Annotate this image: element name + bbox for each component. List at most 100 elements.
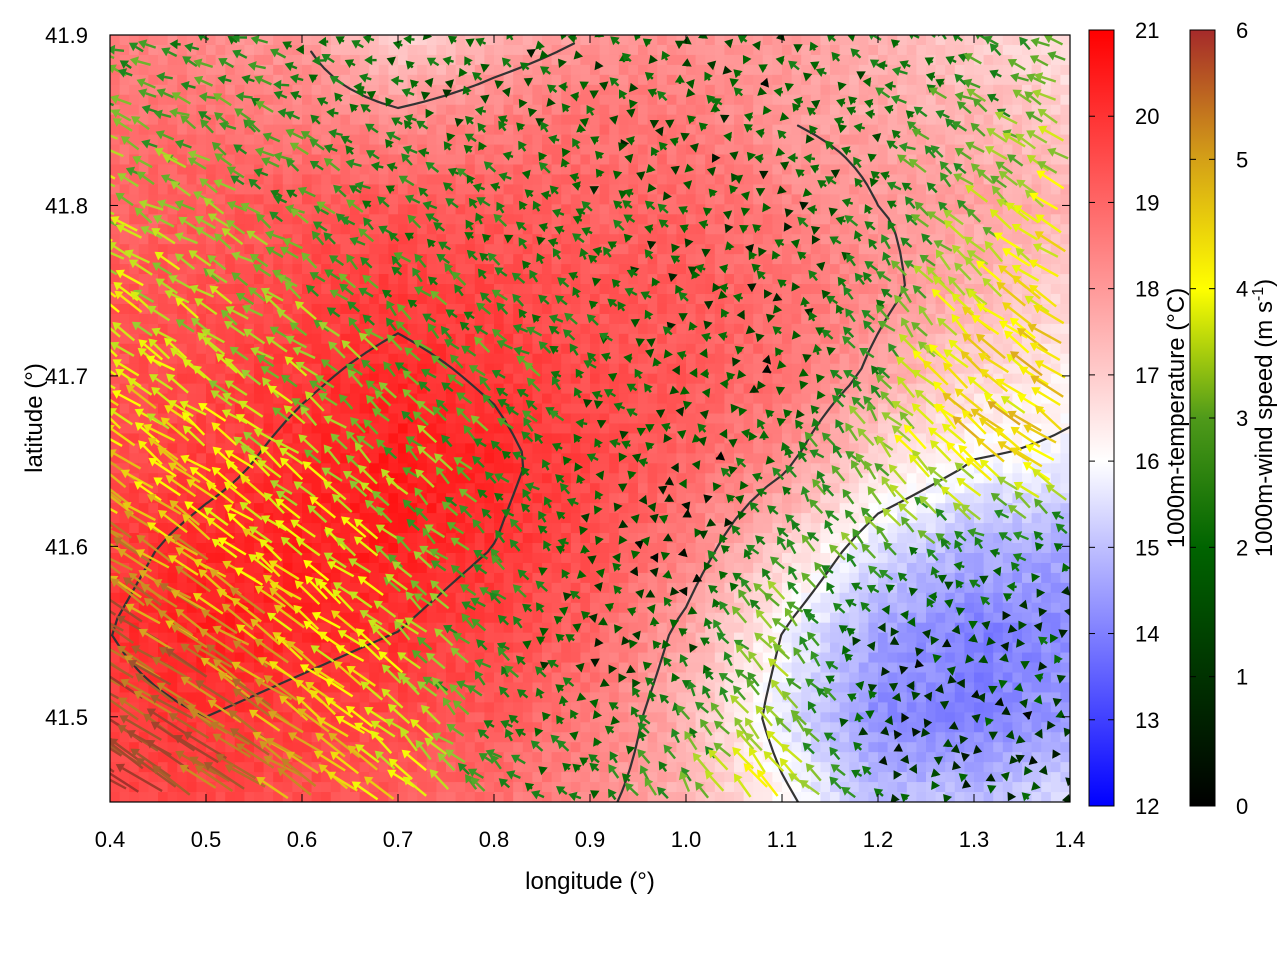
heatmap-cell [542, 264, 553, 275]
heatmap-cell [734, 194, 745, 205]
heatmap-cell [676, 473, 687, 484]
heatmap-cell [465, 184, 476, 195]
heatmap-cell [254, 194, 265, 205]
heatmap-cell [551, 114, 562, 126]
heatmap-cell [551, 433, 562, 444]
heatmap-cell [378, 473, 389, 484]
heatmap-cell [1022, 234, 1033, 245]
heatmap-cell [522, 104, 533, 116]
heatmap-cell [330, 274, 341, 285]
heatmap-cell [436, 523, 447, 534]
heatmap-cell [465, 74, 476, 86]
heatmap-cell [148, 443, 159, 454]
heatmap-cell [177, 174, 188, 186]
heatmap-cell [484, 144, 495, 156]
heatmap-cell [186, 84, 197, 96]
heatmap-cell [676, 493, 687, 504]
heatmap-cell [753, 35, 764, 46]
heatmap-cell [935, 353, 946, 365]
heatmap-cell [753, 313, 764, 325]
heatmap-cell [359, 234, 370, 245]
heatmap-cell [772, 104, 783, 116]
heatmap-cell [378, 274, 389, 285]
heatmap-cell [302, 303, 313, 315]
heatmap-cell [388, 164, 399, 176]
heatmap-cell [782, 323, 793, 335]
heatmap-cell [906, 174, 917, 186]
heatmap-cell [494, 124, 505, 136]
heatmap-cell [993, 303, 1004, 315]
heatmap-cell [666, 214, 677, 225]
heatmap-cell [762, 254, 773, 265]
heatmap-cell [196, 323, 207, 335]
heatmap-cell [820, 373, 831, 385]
heatmap-cell [666, 423, 677, 435]
heatmap-cell [849, 343, 860, 355]
heatmap-cell [753, 443, 764, 454]
heatmap-cell [724, 124, 735, 136]
heatmap-cell [762, 94, 773, 106]
heatmap-cell [897, 214, 908, 225]
heatmap-cell [302, 483, 313, 494]
heatmap-cell [1012, 104, 1023, 116]
heatmap-cell [906, 493, 917, 504]
heatmap-cell [609, 44, 620, 56]
heatmap-cell [858, 303, 869, 315]
heatmap-cell [657, 214, 668, 225]
heatmap-cell [302, 194, 313, 205]
heatmap-cell [138, 194, 149, 205]
heatmap-cell [1022, 373, 1033, 385]
heatmap-cell [1002, 463, 1013, 474]
heatmap-cell [878, 413, 889, 425]
heatmap-cell [542, 54, 553, 66]
heatmap-cell [446, 303, 457, 315]
heatmap-cell [542, 313, 553, 325]
heatmap-cell [340, 363, 351, 375]
heatmap-cell [1041, 353, 1052, 365]
heatmap-cell [1060, 293, 1070, 305]
heatmap-cell [734, 104, 745, 116]
heatmap-cell [311, 64, 322, 76]
heatmap-cell [916, 423, 927, 435]
heatmap-cell [254, 343, 265, 355]
heatmap-cell [830, 214, 841, 225]
heatmap-cell [647, 244, 658, 255]
heatmap-cell [609, 493, 620, 504]
heatmap-cell [849, 293, 860, 305]
heatmap-cell [1041, 134, 1052, 146]
heatmap-cell [897, 244, 908, 255]
heatmap-cell [599, 433, 610, 444]
heatmap-cell [129, 343, 140, 355]
heatmap-cell [522, 84, 533, 96]
heatmap-cell [167, 413, 178, 425]
heatmap-cell [839, 373, 850, 385]
heatmap-cell [196, 234, 207, 245]
heatmap-cell [686, 493, 697, 504]
heatmap-cell [916, 134, 927, 146]
heatmap-cell [724, 453, 735, 464]
heatmap-cell [446, 104, 457, 116]
heatmap-cell [964, 313, 975, 325]
heatmap-cell [628, 194, 639, 205]
heatmap-cell [417, 64, 428, 76]
heatmap-cell [945, 523, 956, 534]
heatmap-cell [743, 284, 754, 295]
heatmap-cell [618, 343, 629, 355]
heatmap-cell [686, 274, 697, 285]
heatmap-cell [129, 204, 140, 215]
heatmap-cell [494, 144, 505, 156]
heatmap-cell [1031, 433, 1042, 444]
heatmap-cell [446, 204, 457, 215]
heatmap-cell [167, 114, 178, 126]
heatmap-cell [858, 443, 869, 454]
heatmap-cell [618, 184, 629, 195]
heatmap-cell [714, 293, 725, 305]
heatmap-cell [436, 264, 447, 275]
heatmap-cell [369, 44, 380, 56]
heatmap-cell [974, 423, 985, 435]
heatmap-cell [686, 473, 697, 484]
heatmap-cell [398, 483, 409, 494]
heatmap-cell [782, 313, 793, 325]
heatmap-cell [743, 313, 754, 325]
heatmap-cell [974, 284, 985, 295]
